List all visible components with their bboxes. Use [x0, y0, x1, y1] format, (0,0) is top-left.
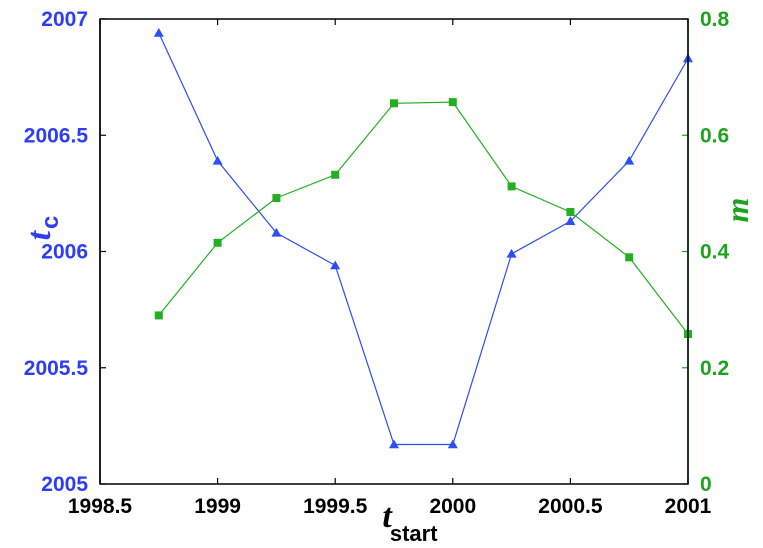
series-0-point-2: [271, 227, 282, 237]
left-y-tick-label: 2006: [41, 241, 88, 264]
x-tick-label: 2000.5: [538, 495, 603, 518]
right-y-tick-label: 0.6: [700, 124, 729, 147]
axes-layer: 1998.5 1999 1999.5 2000 2000.5 2001 2005 2005.5…: [21, 8, 755, 546]
left-axis-title: tc: [21, 216, 64, 241]
series-1-point-6: [507, 182, 516, 191]
left-axis-title-sub: c: [37, 216, 64, 229]
x-tick-label: 2001: [665, 495, 712, 518]
x-axis-title-main: t: [382, 498, 393, 535]
series-1-point-8: [625, 253, 634, 262]
left-y-tick-label: 2006.5: [24, 124, 89, 147]
right-y-tick-label: 0: [700, 473, 712, 496]
series-0-point-6: [506, 248, 517, 258]
left-y-tick-label: 2005.5: [24, 357, 89, 380]
series-0-point-8: [624, 155, 635, 165]
x-tick-label: 1999.5: [303, 495, 368, 518]
series-0-point-4: [389, 439, 399, 449]
series-1-point-3: [331, 170, 340, 179]
series-1-point-0: [154, 311, 163, 320]
series-0-point-7: [565, 216, 576, 226]
series-0-line: [158, 32, 689, 446]
right-y-tick-label: 0.8: [700, 8, 730, 31]
marks-layer: [153, 27, 693, 449]
series-1-point-5: [448, 98, 457, 107]
series-1-point-7: [566, 207, 575, 216]
left-y-tick-label: 2005: [41, 473, 88, 496]
series-1-point-1: [213, 238, 222, 247]
left-y-tick-label: 2007: [41, 8, 88, 31]
x-axis-title-sub: start: [390, 521, 438, 546]
series-0-point-5: [447, 439, 458, 449]
series-0-point-0: [153, 27, 164, 37]
plot-frame: [99, 18, 689, 485]
right-y-tick-label: 0.4: [700, 241, 730, 264]
x-tick-label: 1999: [194, 495, 241, 518]
right-y-tick-label: 0.2: [700, 357, 729, 380]
series-0-point-1: [212, 155, 223, 165]
plot-area: [100, 19, 688, 484]
right-axis-title: m: [719, 198, 755, 223]
series-1-point-4: [390, 99, 398, 108]
series-0-point-3: [330, 260, 341, 270]
series-1-point-2: [272, 194, 281, 203]
x-tick-label: 1998.5: [68, 495, 133, 518]
series-1-line: [158, 101, 689, 335]
x-tick-label: 2000: [429, 495, 476, 518]
left-axis-title-main: t: [21, 229, 58, 240]
x-axis-title: tstart: [382, 498, 438, 546]
